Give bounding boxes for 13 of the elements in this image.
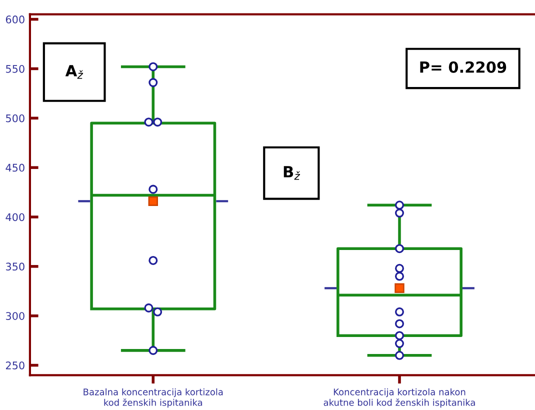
y-tick-label: 350 <box>6 262 24 271</box>
y-tick-label: 400 <box>6 213 24 222</box>
y-tick-label: 500 <box>6 114 24 122</box>
x-tick-label: Bazalna koncentracija kortizola kod ženskih ispitanika <box>84 388 223 408</box>
y-tick-label: 300 <box>6 312 24 320</box>
x-tick-label: Koncentracija kortizola nakon akutne boli kod ženskih ispitanika <box>324 388 475 408</box>
y-tick-label: 550 <box>6 64 24 73</box>
annotation: P= 0.2209 <box>420 61 506 73</box>
annotation: B$_{ž}$ <box>284 166 300 180</box>
annotation: A$_{ž}$ <box>65 65 84 79</box>
y-tick-label: 600 <box>6 16 24 24</box>
y-tick-label: 250 <box>6 361 24 370</box>
y-tick-label: 450 <box>6 164 24 172</box>
